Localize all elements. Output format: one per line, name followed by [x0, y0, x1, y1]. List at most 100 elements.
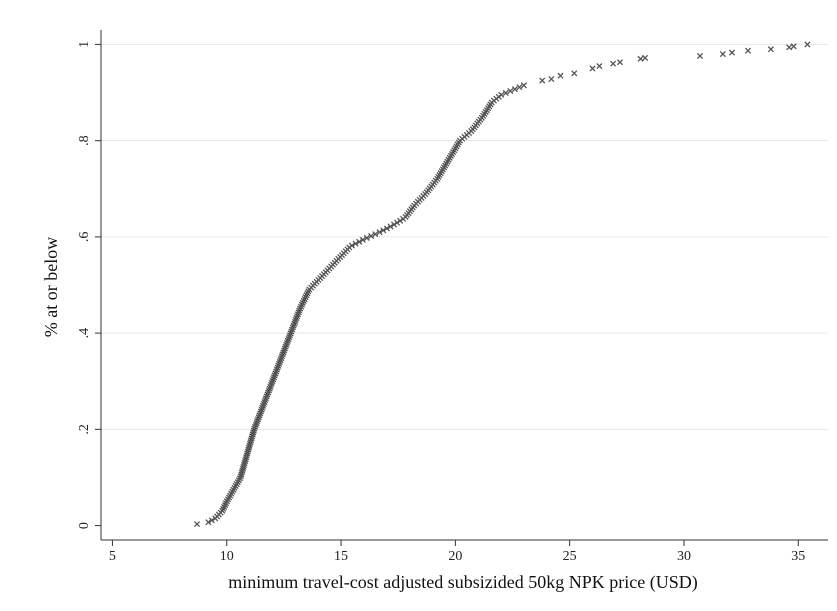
- data-point-marker: [368, 232, 375, 240]
- data-point-marker: [557, 72, 564, 79]
- marker-stroke: [239, 467, 246, 474]
- marker-stroke: [245, 446, 252, 453]
- marker-stroke: [246, 442, 253, 449]
- marker-stroke: [243, 452, 250, 459]
- y-tick-label: 0: [77, 522, 92, 529]
- data-point-marker: [571, 70, 578, 77]
- marker-stroke: [244, 450, 251, 457]
- marker-stroke: [376, 229, 383, 236]
- data-point-marker: [610, 60, 617, 67]
- data-point-marker: [589, 65, 596, 72]
- data-point-marker: [376, 229, 383, 236]
- marker-stroke: [387, 223, 394, 230]
- grid-layer: [101, 43, 828, 430]
- x-axis-title: minimum travel-cost adjusted subsizided …: [228, 572, 697, 593]
- marker-stroke: [242, 458, 249, 465]
- marker-stroke: [247, 439, 254, 446]
- data-point-marker: [380, 227, 387, 234]
- data-point-marker: [616, 59, 624, 66]
- marker-stroke: [507, 87, 514, 95]
- marker-stroke: [616, 59, 624, 66]
- marker-stroke: [248, 437, 255, 444]
- marker-stroke: [397, 217, 404, 224]
- marker-stroke: [516, 84, 523, 91]
- data-point-marker: [596, 63, 603, 70]
- marker-stroke: [238, 469, 245, 476]
- marker-stroke: [511, 86, 518, 93]
- data-point-marker: [719, 50, 726, 58]
- data-point-marker: [507, 87, 514, 95]
- marker-stroke: [363, 234, 370, 242]
- marker-stroke: [728, 49, 736, 56]
- data-point-marker: [539, 77, 546, 84]
- marker-stroke: [242, 456, 249, 463]
- marker-stroke: [642, 54, 649, 61]
- y-tick-label: .2: [77, 424, 92, 435]
- data-point-marker: [363, 234, 370, 242]
- data-point-marker: [696, 52, 704, 60]
- data-point-marker: [372, 231, 379, 238]
- marker-stroke: [390, 221, 398, 228]
- marker-stroke: [539, 77, 546, 84]
- x-tick-label: 25: [563, 549, 577, 564]
- marker-stroke: [246, 440, 254, 448]
- x-tick-label: 35: [791, 549, 805, 564]
- marker-stroke: [250, 429, 257, 436]
- marker-stroke: [804, 41, 811, 48]
- marker-stroke: [502, 89, 509, 97]
- marker-stroke: [240, 461, 248, 469]
- y-axis-title: % at or below: [41, 237, 61, 337]
- marker-stroke: [767, 46, 774, 53]
- marker-stroke: [719, 50, 726, 58]
- marker-stroke: [637, 55, 644, 62]
- marker-stroke: [244, 448, 251, 455]
- data-point-marker: [790, 43, 797, 50]
- y-tick-label: 1: [77, 41, 92, 48]
- x-tick-label: 30: [677, 549, 691, 564]
- data-point-marker: [804, 41, 811, 48]
- data-point-marker: [352, 240, 359, 247]
- marker-stroke: [790, 43, 797, 50]
- marker-stroke: [245, 444, 252, 451]
- x-tick-label: 20: [448, 549, 462, 564]
- marker-stroke: [239, 465, 246, 472]
- data-point-marker: [250, 427, 257, 434]
- data-point-marker: [728, 49, 736, 56]
- y-tick-label: .8: [77, 135, 92, 146]
- marker-stroke: [596, 63, 603, 70]
- marker-stroke: [240, 463, 247, 470]
- data-point-marker: [205, 519, 212, 526]
- marker-stroke: [548, 76, 555, 83]
- marker-stroke: [237, 473, 244, 480]
- marker-stroke: [696, 52, 704, 60]
- marker-stroke: [498, 91, 505, 98]
- data-point-marker: [548, 76, 555, 83]
- data-point-marker: [390, 221, 398, 228]
- marker-stroke: [589, 65, 596, 72]
- marker-stroke: [372, 231, 379, 238]
- marker-stroke: [383, 225, 390, 232]
- data-point-marker: [511, 86, 518, 93]
- data-point-marker: [348, 242, 356, 249]
- data-point-marker: [502, 89, 509, 97]
- x-tick-label: 15: [334, 549, 348, 564]
- data-point-marker: [193, 521, 201, 528]
- marker-stroke: [394, 219, 401, 226]
- data-point-marker: [744, 47, 752, 54]
- data-point-marker: [520, 82, 527, 89]
- marker-stroke: [359, 236, 366, 243]
- data-point-marker: [383, 225, 390, 232]
- marker-stroke: [610, 60, 617, 67]
- data-point-marker: [356, 238, 363, 245]
- marker-stroke: [380, 227, 387, 234]
- marker-stroke: [352, 240, 359, 247]
- marker-stroke: [249, 433, 256, 440]
- marker-stroke: [193, 521, 201, 528]
- marker-stroke: [208, 517, 215, 524]
- x-tick-label: 5: [109, 549, 116, 564]
- marker-stroke: [744, 47, 752, 54]
- data-point-marker: [786, 44, 793, 51]
- marker-stroke: [348, 242, 356, 249]
- data-point-marker: [387, 223, 394, 230]
